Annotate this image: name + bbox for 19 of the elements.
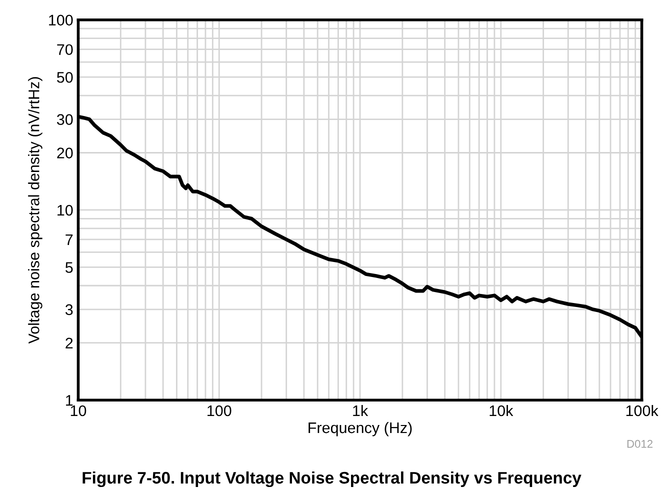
y-tick-label: 5: [65, 262, 73, 273]
x-tick-label: 10k: [490, 404, 514, 416]
y-tick-label: 50: [56, 72, 73, 83]
text: Figure 7-50. Input Voltage Noise Spectral Density vs Frequency: [82, 471, 582, 488]
y-tick-label: 7: [66, 234, 73, 245]
y-axis-title: Voltage noise spectral density (nV/rtHz): [28, 77, 42, 344]
y-tick-label: 20: [57, 148, 73, 158]
y-tick-label: 2: [66, 338, 73, 348]
y-tick-label: 1: [66, 395, 73, 406]
x-axis-title: Frequency (Hz): [308, 422, 412, 436]
y-tick-label: 10: [58, 204, 73, 216]
x-tick-label: 100: [208, 405, 232, 416]
text: D012: [627, 440, 652, 448]
x-tick-label: 100k: [626, 404, 658, 416]
y-tick-label: 100: [49, 14, 73, 26]
y-tick-label: 30: [56, 114, 73, 125]
x-tick-label: 1k: [353, 404, 368, 416]
y-tick-label: 3: [65, 304, 73, 316]
y-tick-label: 70: [57, 44, 73, 56]
